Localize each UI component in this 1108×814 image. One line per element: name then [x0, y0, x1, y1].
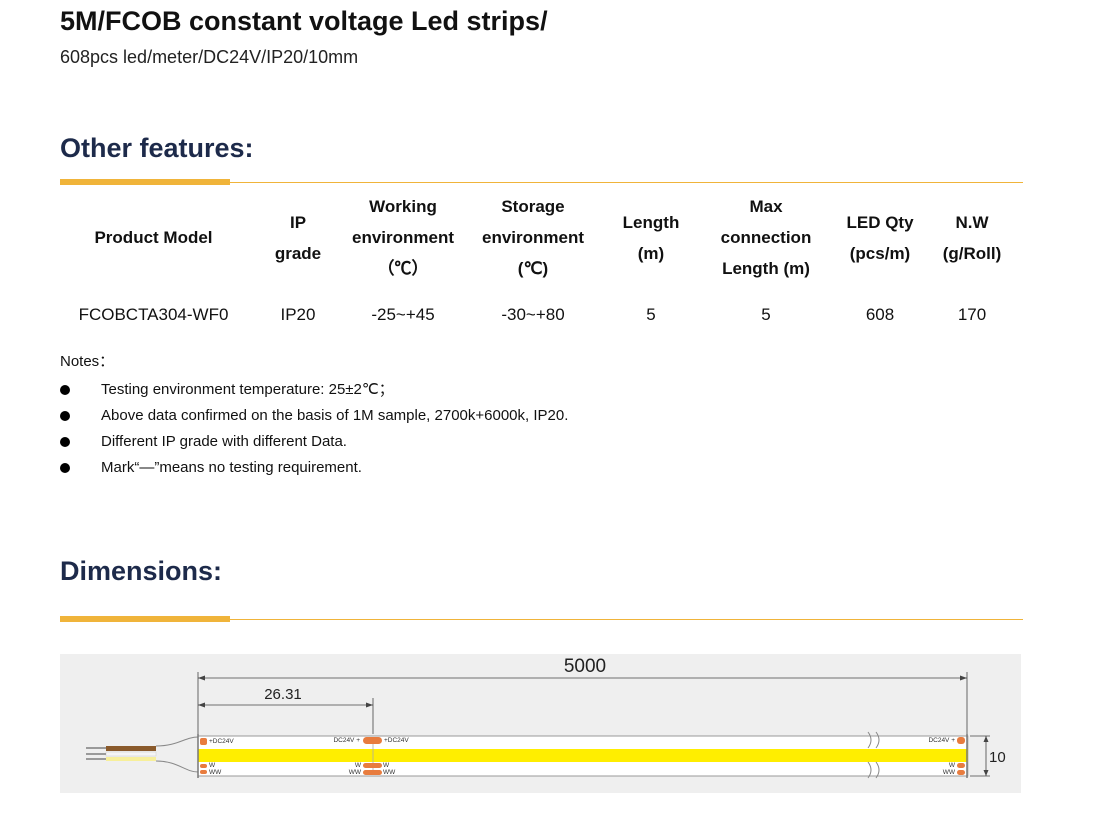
column-header-line: (m): [637, 243, 665, 263]
pad-label-mid-dc24v: DC24V +: [333, 737, 360, 744]
spec-header-row: Product Model IP grade Working environment （℃…: [60, 190, 1023, 285]
column-header-line: grade: [274, 243, 322, 263]
column-header: Product Model: [60, 190, 247, 285]
pad-label-left-w: W: [209, 762, 216, 769]
note-text: Above data confirmed on the basis of 1M …: [101, 407, 569, 424]
features-rule: [60, 182, 1023, 183]
column-header: Max connection Length (m): [693, 190, 839, 285]
column-header-line: environment: [351, 228, 455, 247]
dimensions-rule: [60, 619, 1023, 620]
column-header-line: Length: [622, 212, 680, 232]
note-text: Different IP grade with different Data.: [101, 433, 347, 450]
table-cell: 5: [761, 305, 771, 324]
dimensions-rule-accent: [60, 616, 230, 622]
table-cell: -30~+80: [501, 305, 565, 324]
wire-tip-1: [86, 747, 106, 749]
column-header-line: Max: [749, 197, 783, 216]
pad-label-mid-w-right: W: [383, 762, 390, 769]
spec-table: Product Model IP grade Working environment （℃…: [60, 190, 1023, 345]
wire-tip-3: [86, 758, 106, 760]
wire-yellow: [106, 757, 156, 761]
list-item: Testing environment temperature: 25±2℃；: [60, 377, 568, 403]
column-header-line: (g/Roll): [942, 243, 1002, 263]
column-header-line: IP: [289, 212, 307, 232]
note-text: Testing environment temperature: 25±2℃；: [101, 381, 394, 398]
pad-label-left-plus: +DC24V: [209, 738, 234, 745]
strip-led-band: [198, 749, 968, 762]
pad-right-w: [957, 763, 965, 768]
column-header-line: (℃): [517, 259, 549, 278]
pad-mid-w: [363, 763, 382, 768]
pad-label-mid-w-left: W: [355, 762, 362, 769]
pad-label-mid-ww-left: WW: [349, 769, 362, 776]
column-header-line: Product Model: [94, 228, 213, 247]
pad-label-mid-ww-right: WW: [383, 769, 396, 776]
list-item: Different IP grade with different Data.: [60, 429, 568, 455]
wire-white: [105, 751, 157, 757]
pad-right-ww: [957, 770, 965, 775]
table-row: FCOBCTA304-WF0 IP20 -25~+45 -30~+80 5 5 608 170: [60, 285, 1023, 345]
column-header-line: environment: [481, 228, 585, 247]
pad-left-plus: [200, 738, 207, 745]
list-item: Mark“—”means no testing requirement.: [60, 455, 568, 481]
dimension-diagram: +DC24V W WW DC24V + +DC24V W W WW WW DC2…: [60, 654, 1021, 793]
column-header: IP grade: [247, 190, 349, 285]
bullet-icon: [60, 463, 70, 473]
column-header-line: （℃）: [377, 259, 429, 278]
wire-leads: [86, 736, 199, 773]
column-header-line: LED Qty: [846, 212, 914, 232]
break-mark-left: [867, 731, 872, 779]
dim-width-label: 10: [989, 749, 1006, 766]
column-header: Working environment （℃）: [349, 190, 457, 285]
table-cell: 608: [865, 305, 895, 324]
column-header: LED Qty (pcs/m): [839, 190, 921, 285]
dimensions-heading: Dimensions:: [60, 556, 223, 586]
pad-left-w: [200, 764, 207, 768]
bullet-icon: [60, 411, 70, 421]
pad-label-right-w: W: [949, 762, 956, 769]
column-header-line: Storage: [501, 197, 565, 216]
pad-mid-plus: [363, 737, 382, 744]
note-text: Mark“—”means no testing requirement.: [101, 459, 362, 476]
features-rule-accent: [60, 179, 230, 185]
column-header-line: (pcs/m): [849, 243, 911, 263]
table-cell: FCOBCTA304-WF0: [78, 305, 229, 324]
page-title: 5M/FCOB constant voltage Led strips/: [60, 6, 548, 36]
column-header: Storage environment (℃): [457, 190, 609, 285]
column-header-line: connection: [720, 228, 812, 247]
bullet-icon: [60, 437, 70, 447]
break-mark-right: [875, 731, 880, 779]
pad-label-left-ww: WW: [209, 769, 222, 776]
pad-right-plus: [957, 737, 965, 744]
bullet-icon: [60, 385, 70, 395]
column-header-line: Working: [369, 197, 437, 216]
pad-label-mid-plus: +DC24V: [384, 737, 409, 744]
column-header: Length (m): [609, 190, 693, 285]
column-header-line: Length (m): [722, 259, 810, 278]
pad-mid-ww: [363, 770, 382, 775]
wire-brown: [106, 746, 156, 751]
wire-tip-2: [86, 753, 106, 755]
table-cell: IP20: [280, 305, 316, 324]
column-header: N.W (g/Roll): [921, 190, 1023, 285]
dim-total-length-label: 5000: [564, 656, 606, 677]
table-cell: 170: [957, 305, 987, 324]
column-header-line: N.W: [955, 212, 989, 232]
table-cell: -25~+45: [371, 305, 435, 324]
table-cell: 5: [646, 305, 656, 324]
list-item: Above data confirmed on the basis of 1M …: [60, 403, 568, 429]
features-heading: Other features:: [60, 133, 254, 163]
pad-left-ww: [200, 770, 207, 774]
dim-cut-length-label: 26.31: [264, 686, 302, 703]
notes-label: Notes：: [60, 353, 115, 370]
notes-list: Testing environment temperature: 25±2℃； A…: [60, 377, 568, 481]
pad-label-right-dc24v: DC24V +: [928, 737, 955, 744]
page-subtitle: 608pcs led/meter/DC24V/IP20/10mm: [60, 47, 359, 67]
pad-label-right-ww: WW: [943, 769, 956, 776]
